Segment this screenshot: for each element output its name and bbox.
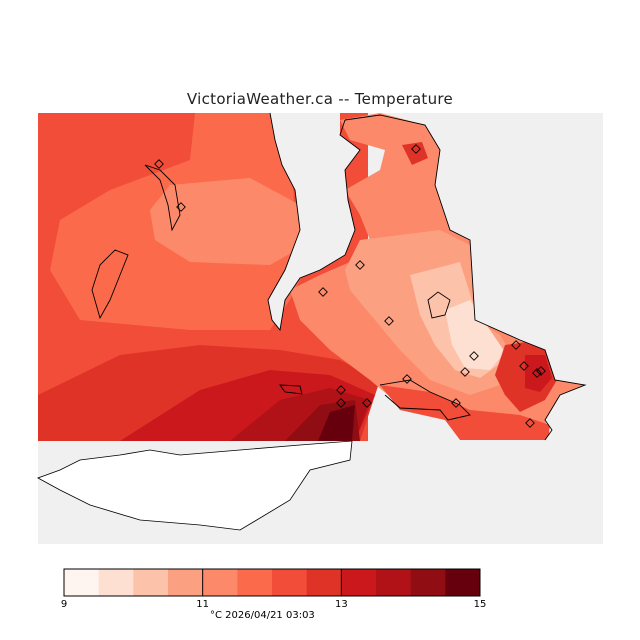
legend-tick-label: 9 bbox=[61, 599, 67, 610]
station-marker bbox=[384, 316, 394, 326]
island bbox=[144, 164, 181, 232]
legend-swatch bbox=[272, 569, 308, 596]
station-marker bbox=[451, 398, 461, 408]
contour-band bbox=[525, 355, 552, 392]
station-marker bbox=[469, 351, 479, 361]
contour-band bbox=[380, 385, 550, 440]
legend-swatch bbox=[306, 569, 342, 596]
station-marker bbox=[511, 340, 521, 350]
station-marker bbox=[176, 202, 186, 212]
contour-band bbox=[445, 300, 505, 370]
station-marker bbox=[411, 144, 421, 154]
land-area bbox=[37, 440, 353, 531]
island bbox=[427, 291, 451, 319]
station-marker bbox=[532, 368, 542, 378]
island bbox=[91, 249, 129, 320]
contour-band bbox=[402, 142, 428, 165]
legend-swatch bbox=[376, 569, 412, 596]
station-marker bbox=[525, 418, 535, 428]
station-marker bbox=[355, 260, 365, 270]
island bbox=[279, 384, 303, 395]
color-legend: 9 11 13 15 bbox=[61, 569, 487, 610]
station-marker bbox=[362, 398, 372, 408]
legend-tick-label: 13 bbox=[335, 599, 348, 610]
station-markers bbox=[154, 144, 546, 428]
water-area bbox=[268, 113, 360, 330]
legend-swatch bbox=[168, 569, 204, 596]
legend-swatch bbox=[133, 569, 169, 596]
legend-swatch bbox=[410, 569, 446, 596]
water-area bbox=[425, 113, 603, 544]
legend-frame bbox=[63, 568, 481, 597]
coastline bbox=[344, 114, 587, 441]
legend-swatch bbox=[98, 569, 134, 596]
map-title: VictoriaWeather.ca -- Temperature bbox=[186, 90, 454, 108]
station-marker bbox=[318, 287, 328, 297]
temperature-field bbox=[38, 113, 585, 441]
station-marker bbox=[519, 361, 529, 371]
legend-swatch bbox=[237, 569, 273, 596]
legend-swatch bbox=[64, 569, 100, 596]
legend-tick-label: 11 bbox=[196, 599, 209, 610]
legend-caption: °C 2026/04/21 03:03 bbox=[210, 610, 315, 621]
station-marker bbox=[460, 367, 470, 377]
coastline bbox=[379, 379, 471, 421]
legend-tick-label: 15 bbox=[474, 599, 487, 610]
station-marker bbox=[336, 385, 346, 395]
legend-swatch bbox=[445, 569, 481, 596]
station-marker bbox=[402, 374, 412, 384]
contour-band bbox=[150, 178, 305, 265]
station-marker bbox=[536, 366, 546, 376]
legend-swatch bbox=[202, 569, 238, 596]
station-marker bbox=[154, 159, 164, 169]
coastline bbox=[267, 112, 361, 332]
station-marker bbox=[336, 398, 346, 408]
contour-band bbox=[318, 405, 355, 441]
coastlines bbox=[91, 112, 587, 441]
legend-swatch bbox=[341, 569, 377, 596]
